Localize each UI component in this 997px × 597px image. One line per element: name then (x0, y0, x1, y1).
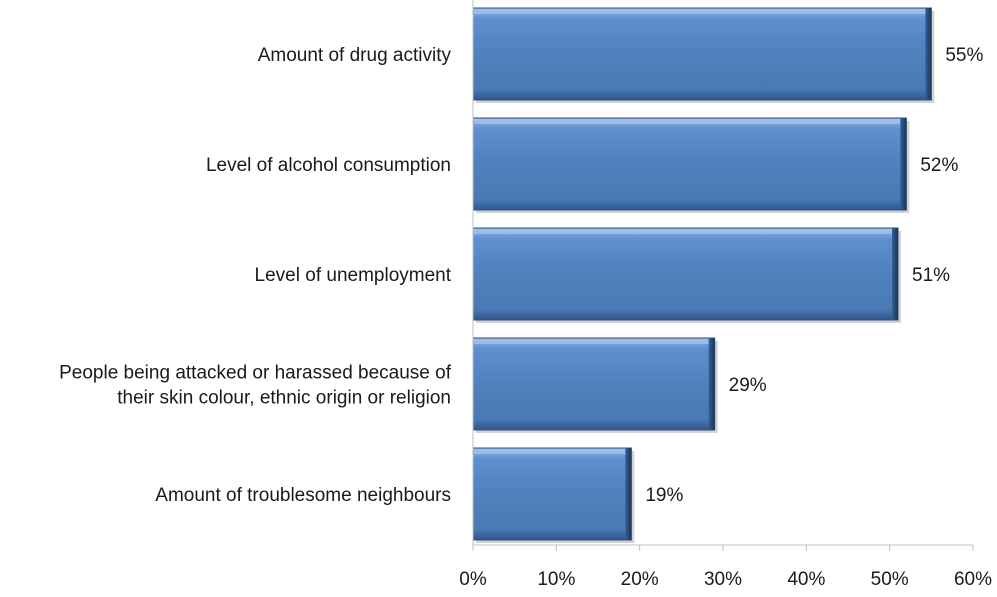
bar-value-label: 52% (920, 155, 958, 176)
x-tick-label: 50% (871, 569, 909, 590)
x-tick-label: 10% (537, 569, 575, 590)
bar (472, 337, 716, 431)
category-label: Amount of drug activity (258, 45, 452, 66)
category-label: their skin colour, ethnic origin or reli… (117, 388, 451, 409)
bar-end-bevel (892, 228, 898, 320)
bar-end-bevel (900, 118, 907, 210)
bar-end-bevel (925, 8, 932, 100)
bar-end-bevel (625, 448, 632, 540)
bar-value-label: 19% (645, 485, 683, 506)
bar (472, 117, 907, 211)
bar-value-label: 29% (729, 375, 767, 396)
bar-highlight (474, 449, 631, 454)
bar-value-label: 55% (945, 45, 983, 66)
x-tick-label: 60% (954, 569, 992, 590)
bar (472, 7, 932, 101)
bar-highlight (474, 9, 931, 14)
bar-highlight (474, 229, 897, 234)
bar-end-bevel (708, 338, 715, 430)
bar-value-label: 51% (912, 265, 950, 286)
x-tick-label: 0% (459, 569, 487, 590)
bar-highlight (474, 119, 906, 124)
x-tick-label: 20% (621, 569, 659, 590)
x-tick-label: 40% (787, 569, 825, 590)
bar (472, 447, 632, 541)
category-label: People being attacked or harassed becaus… (59, 363, 452, 384)
bar-highlight (474, 339, 714, 344)
bar (472, 227, 899, 321)
category-label: Level of alcohol consumption (206, 155, 451, 176)
x-tick-label: 30% (704, 569, 742, 590)
category-label: Level of unemployment (255, 265, 452, 286)
category-label: Amount of troublesome neighbours (155, 485, 451, 506)
